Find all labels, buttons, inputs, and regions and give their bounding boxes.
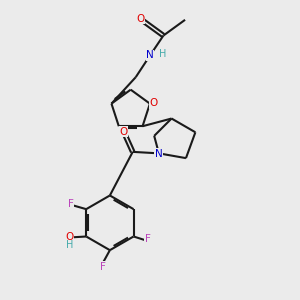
Text: F: F [100, 262, 106, 272]
Text: O: O [150, 98, 158, 108]
Bar [155, 150, 163, 158]
Text: F: F [145, 235, 151, 244]
Text: O: O [66, 232, 74, 242]
Text: N: N [146, 50, 154, 61]
Bar [119, 128, 128, 135]
Text: O: O [119, 127, 127, 137]
Text: F: F [68, 200, 74, 209]
Bar [100, 263, 107, 270]
Text: H: H [66, 240, 74, 250]
Text: H: H [159, 49, 166, 59]
Bar [66, 233, 74, 240]
Bar [136, 15, 145, 22]
Text: N: N [155, 149, 163, 159]
Bar [146, 52, 154, 59]
Bar [144, 236, 152, 243]
Bar [67, 201, 74, 208]
Bar [150, 100, 158, 106]
Text: O: O [136, 14, 145, 24]
